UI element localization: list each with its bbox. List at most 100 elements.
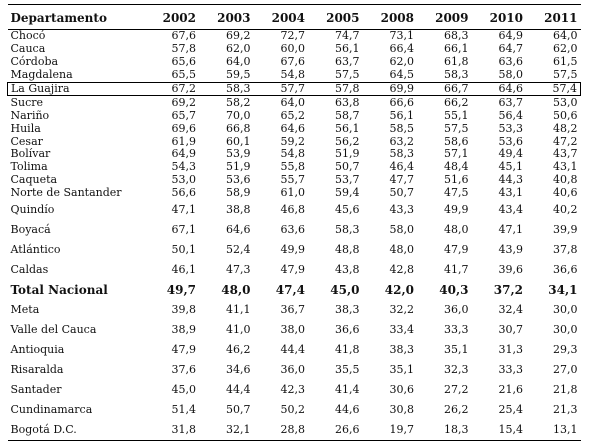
table-row: Risaralda 37,6 34,6 36,0 35,5 35,1 32,3 33,3 27,… bbox=[8, 360, 581, 380]
value-cell: 64,6 bbox=[226, 222, 251, 236]
value-cell: 55,7 bbox=[280, 173, 306, 187]
value-cell: 61,9 bbox=[171, 134, 197, 148]
value-cell: 41,0 bbox=[226, 322, 251, 336]
value-cell: 66,2 bbox=[444, 95, 469, 109]
value-cell: 44,6 bbox=[335, 402, 360, 416]
value-cell: 41,7 bbox=[444, 262, 469, 276]
value-cell: 57,5 bbox=[444, 121, 469, 135]
value-cell: 64,0 bbox=[280, 95, 306, 109]
value-cell: 60,0 bbox=[280, 42, 306, 56]
value-cell: 53,7 bbox=[335, 173, 360, 187]
table-row: La Guajira 67,2 58,3 57,7 57,8 69,9 66,7 64,6 57… bbox=[7, 81, 581, 97]
value-cell: 57,5 bbox=[335, 68, 360, 82]
value-cell: 42,0 bbox=[384, 282, 414, 297]
value-cell: 59,2 bbox=[280, 134, 306, 148]
column-header-year: 2002 bbox=[162, 11, 196, 25]
value-cell: 41,8 bbox=[335, 342, 360, 356]
page: Departamento 2002 2003 2004 2005 2008 20… bbox=[7, 4, 581, 441]
value-cell: 67,2 bbox=[144, 81, 199, 97]
value-cell: 48,0 bbox=[221, 282, 251, 297]
value-cell: 58,3 bbox=[199, 81, 254, 97]
value-cell: 42,8 bbox=[389, 262, 415, 276]
value-cell: 40,8 bbox=[553, 173, 578, 187]
value-cell: 63,7 bbox=[335, 55, 360, 69]
value-cell: 39,6 bbox=[498, 262, 524, 276]
table-row: Cundinamarca 51,4 50,7 50,2 44,6 30,8 26,2 25,4… bbox=[8, 400, 581, 420]
department-name-cell: Caldas bbox=[10, 262, 49, 276]
table-body: Chocó 67,6 69,2 72,7 74,7 73,1 68,3 64,9 64,0 Cau… bbox=[7, 29, 581, 441]
value-cell: 69,6 bbox=[171, 121, 197, 135]
value-cell: 45,0 bbox=[171, 382, 197, 396]
value-cell: 38,3 bbox=[389, 342, 415, 356]
value-cell: 25,4 bbox=[498, 402, 524, 416]
value-cell: 65,6 bbox=[171, 55, 197, 69]
value-cell: 21,3 bbox=[553, 402, 578, 416]
value-cell: 31,3 bbox=[498, 342, 524, 356]
value-cell: 43,1 bbox=[498, 186, 524, 200]
value-cell: 30,6 bbox=[389, 382, 415, 396]
value-cell: 30,7 bbox=[498, 322, 524, 336]
value-cell: 30,8 bbox=[389, 402, 415, 416]
value-cell: 53,3 bbox=[498, 121, 524, 135]
value-cell: 49,9 bbox=[444, 202, 469, 216]
value-cell: 47,9 bbox=[444, 242, 469, 256]
value-cell: 67,6 bbox=[280, 55, 306, 69]
table-row: Cauca 57,8 62,0 60,0 56,1 66,4 66,1 64,7 62,0 bbox=[8, 43, 581, 56]
table-row: Santader 45,0 44,4 42,3 41,4 30,6 27,2 21,6 21,8 bbox=[8, 380, 581, 400]
value-cell: 44,4 bbox=[280, 342, 306, 356]
value-cell: 42,3 bbox=[280, 382, 306, 396]
department-name-cell: Chocó bbox=[10, 29, 46, 43]
department-name-cell: Cauca bbox=[10, 42, 46, 56]
value-cell: 57,8 bbox=[171, 42, 197, 56]
value-cell: 57,4 bbox=[526, 81, 581, 97]
value-cell: 36,0 bbox=[444, 302, 469, 316]
table-row: Nariño 65,7 70,0 65,2 58,7 56,1 55,1 56,4 50,6 bbox=[8, 109, 581, 122]
department-name-cell: Valle del Cauca bbox=[10, 322, 97, 336]
table-row: Cesar 61,9 60,1 59,2 56,2 63,2 58,6 53,6 47,2 bbox=[8, 135, 581, 148]
value-cell: 48,0 bbox=[389, 242, 415, 256]
value-cell: 38,9 bbox=[171, 322, 197, 336]
value-cell: 50,7 bbox=[335, 160, 360, 174]
value-cell: 58,3 bbox=[444, 68, 469, 82]
table-row: Sucre 69,2 58,2 64,0 63,8 66,6 66,2 63,7 53,0 bbox=[8, 96, 581, 109]
value-cell: 34,6 bbox=[226, 362, 251, 376]
value-cell: 18,3 bbox=[417, 419, 472, 441]
value-cell: 39,8 bbox=[171, 302, 197, 316]
value-cell: 47,9 bbox=[171, 342, 197, 356]
value-cell: 67,1 bbox=[171, 222, 197, 236]
value-cell: 69,2 bbox=[226, 29, 251, 43]
value-cell: 58,6 bbox=[444, 134, 469, 148]
value-cell: 47,3 bbox=[226, 262, 251, 276]
value-cell: 51,9 bbox=[226, 160, 251, 174]
department-name-cell: Antioquia bbox=[10, 342, 65, 356]
value-cell: 56,1 bbox=[389, 108, 415, 122]
table-row: Valle del Cauca 38,9 41,0 38,0 36,6 33,4 33,3 3… bbox=[8, 320, 581, 340]
value-cell: 48,0 bbox=[444, 222, 469, 236]
value-cell: 36,7 bbox=[280, 302, 306, 316]
value-cell: 61,5 bbox=[553, 55, 578, 69]
value-cell: 63,7 bbox=[498, 95, 524, 109]
table-row: Boyacá 67,1 64,6 63,6 58,3 58,0 48,0 47,1 39,9 bbox=[8, 220, 581, 240]
value-cell: 72,7 bbox=[280, 29, 306, 43]
value-cell: 58,5 bbox=[389, 121, 415, 135]
value-cell: 46,1 bbox=[171, 262, 197, 276]
value-cell: 36,0 bbox=[280, 362, 306, 376]
value-cell: 56,6 bbox=[171, 186, 197, 200]
value-cell: 43,3 bbox=[389, 202, 415, 216]
value-cell: 43,1 bbox=[553, 160, 578, 174]
value-cell: 56,1 bbox=[335, 121, 360, 135]
value-cell: 47,9 bbox=[280, 262, 306, 276]
value-cell: 15,4 bbox=[471, 419, 526, 441]
value-cell: 73,1 bbox=[389, 29, 415, 43]
value-cell: 60,1 bbox=[226, 134, 251, 148]
value-cell: 66,6 bbox=[389, 95, 415, 109]
value-cell: 53,6 bbox=[498, 134, 524, 148]
table-row: Caldas 46,1 47,3 47,9 43,8 42,8 41,7 39,6 36,6 bbox=[8, 260, 581, 280]
value-cell: 37,2 bbox=[493, 282, 523, 297]
table-row: Córdoba 65,6 64,0 67,6 63,7 62,0 61,8 63,6 61,5 bbox=[8, 56, 581, 69]
value-cell: 41,4 bbox=[335, 382, 360, 396]
value-cell: 57,7 bbox=[253, 81, 308, 97]
column-header-year: 2004 bbox=[271, 11, 305, 25]
value-cell: 59,5 bbox=[226, 68, 251, 82]
value-cell: 55,8 bbox=[280, 160, 306, 174]
